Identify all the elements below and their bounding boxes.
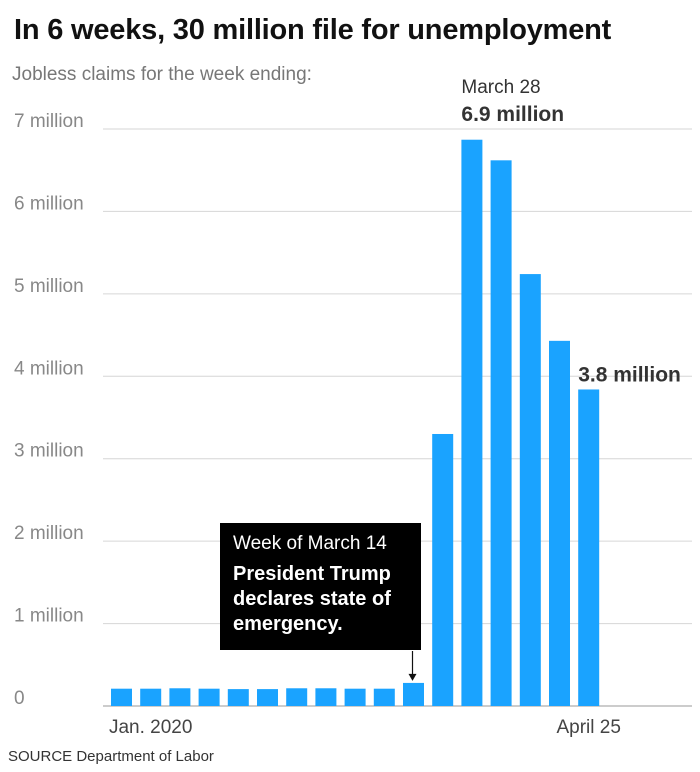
y-tick-label: 0 xyxy=(14,688,25,709)
bar xyxy=(257,689,278,706)
bar xyxy=(432,433,454,706)
highlight-value-label: 6.9 million xyxy=(461,103,564,126)
annotation-arrow xyxy=(408,651,417,681)
chart-title: In 6 weeks, 30 million file for unemploy… xyxy=(14,14,612,46)
y-tick-label: 1 million xyxy=(14,606,84,627)
bar xyxy=(227,689,249,706)
annotation-text: President Trump declares state of emerge… xyxy=(233,563,391,635)
bar xyxy=(549,340,570,706)
bar xyxy=(140,688,162,706)
bar xyxy=(461,139,483,707)
bar xyxy=(315,688,337,706)
bar xyxy=(344,688,366,706)
y-axis-ticks: 0 1 million 2 million 3 million 4 million 5 m… xyxy=(14,111,84,709)
y-tick-label: 5 million xyxy=(14,276,84,297)
source-note: SOURCE Department of Labor xyxy=(8,748,214,765)
highlight-date-label: March 28 xyxy=(461,77,540,98)
x-tick-label: Jan. 2020 xyxy=(109,717,192,738)
y-tick-label: 4 million xyxy=(14,358,84,379)
highlight-value-label: 3.8 million xyxy=(578,363,681,386)
bar xyxy=(403,682,424,706)
arrow-head xyxy=(408,673,417,681)
bar xyxy=(286,688,308,706)
bar xyxy=(578,389,600,706)
x-tick-label: April 25 xyxy=(556,717,620,738)
chart-subtitle: Jobless claims for the week ending: xyxy=(12,64,312,85)
y-tick-label: 7 million xyxy=(14,111,84,132)
bars xyxy=(111,139,600,707)
annotation-box: Week of March 14 President Trump declare… xyxy=(220,523,421,650)
bar xyxy=(490,160,512,706)
bar xyxy=(198,688,220,706)
bar xyxy=(111,688,132,706)
highlight-labels: March 28 6.9 million 3.8 million xyxy=(461,77,681,386)
x-axis-labels: Jan. 2020 April 25 xyxy=(109,717,621,738)
y-tick-label: 2 million xyxy=(14,523,84,544)
bar xyxy=(169,688,191,706)
bar xyxy=(373,688,395,706)
bar xyxy=(519,274,541,706)
y-tick-label: 6 million xyxy=(14,193,84,214)
y-tick-label: 3 million xyxy=(14,441,84,462)
annotation-week: Week of March 14 xyxy=(233,533,387,554)
